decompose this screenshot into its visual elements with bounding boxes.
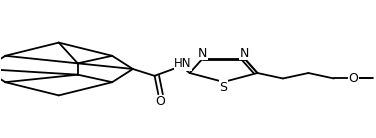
Text: O: O [156, 95, 165, 108]
Text: N: N [198, 47, 207, 60]
Text: S: S [220, 81, 227, 94]
Text: HN: HN [174, 57, 192, 70]
Text: N: N [240, 47, 249, 60]
Text: O: O [349, 72, 358, 85]
